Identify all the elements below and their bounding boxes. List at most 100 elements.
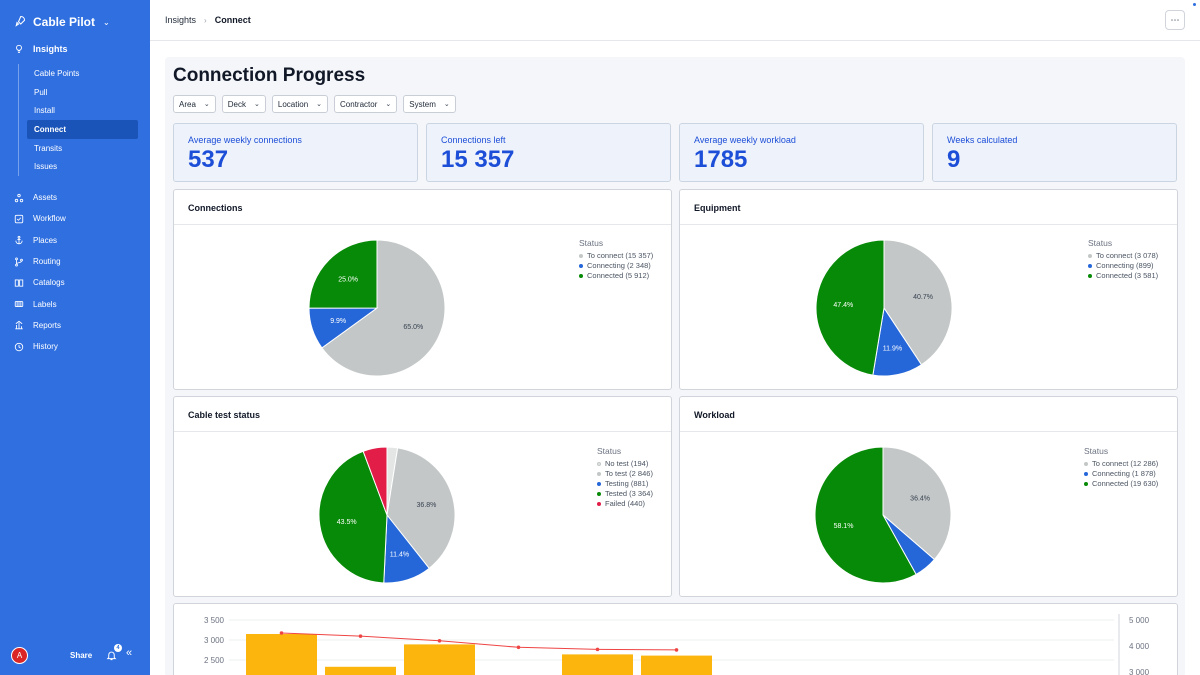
assets-icon	[14, 193, 24, 203]
divider	[680, 431, 1177, 432]
legend-item[interactable]: Tested (3 364)	[597, 489, 653, 499]
nav-catalogs[interactable]: Catalogs	[14, 272, 66, 293]
connections-pie-chart: 65.0% 9.9% 25.0%	[308, 239, 446, 377]
kpi-label: Average weekly connections	[188, 135, 302, 145]
notifications-button[interactable]: 4	[106, 644, 122, 666]
workload-panel: Workload 36.4% 58.1% Status To connect (12…	[679, 396, 1178, 597]
subnav-pull[interactable]: Pull	[34, 87, 48, 97]
breadcrumb-parent[interactable]: Insights	[165, 15, 197, 25]
subnav-install[interactable]: Install	[34, 106, 55, 116]
cable-test-panel: Cable test status 36.8% 11.4% 43.5% Status…	[173, 396, 672, 597]
kpi-value: 1785	[694, 146, 748, 173]
nav-reports[interactable]: Reports	[14, 315, 66, 336]
subnav-connect[interactable]: Connect	[27, 120, 138, 139]
legend-item[interactable]: To connect (15 357)	[579, 251, 653, 261]
pie-slice-connected[interactable]	[308, 239, 378, 309]
filter-system[interactable]: System ⌄	[403, 95, 456, 113]
legend-item[interactable]: Connecting (899)	[1088, 261, 1158, 271]
legend-swatch	[597, 462, 601, 466]
bar[interactable]	[562, 654, 633, 675]
top-bar: Insights › Connect ⋯	[150, 0, 1200, 41]
nav-history[interactable]: History	[14, 336, 66, 357]
line-point[interactable]	[595, 647, 600, 652]
weekly-progress-chart: 3 500 3 000 2 500 5 000 4 000 3 000	[204, 614, 1150, 675]
workload-legend: Status To connect (12 286) Connecting (1 8…	[1084, 446, 1158, 489]
breadcrumb-current: Connect	[214, 15, 251, 25]
avatar[interactable]: A	[11, 647, 28, 664]
legend-item[interactable]: Connected (3 581)	[1088, 271, 1158, 281]
legend-item[interactable]: Connecting (1 878)	[1084, 469, 1158, 479]
nav-history-label: History	[33, 342, 58, 352]
nav-places[interactable]: Places	[14, 230, 66, 251]
sidebar-footer: A Share 4 «	[0, 640, 150, 670]
legend-label: To connect (3 078)	[1096, 251, 1159, 260]
nav-catalogs-label: Catalogs	[33, 278, 65, 288]
labels-icon	[14, 299, 24, 309]
subnav-cable-points[interactable]: Cable Points	[34, 68, 80, 78]
legend-label: Connected (5 912)	[587, 271, 650, 280]
collapse-sidebar-icon[interactable]: «	[126, 647, 133, 659]
pie-data-label: 25.0%	[338, 277, 358, 284]
legend-swatch	[579, 274, 583, 278]
status-dot	[1193, 3, 1196, 6]
line-point[interactable]	[516, 645, 521, 650]
app-name: Cable Pilot	[33, 15, 96, 29]
bar[interactable]	[641, 655, 712, 675]
equipment-pie-chart: 40.7% 11.9% 47.4%	[815, 239, 953, 377]
line-point[interactable]	[437, 639, 442, 643]
subnav-transits[interactable]: Transits	[34, 143, 63, 153]
nav-assets[interactable]: Assets	[14, 187, 66, 208]
pie-slice-failed[interactable]	[362, 446, 388, 516]
legend-title: Status	[597, 446, 622, 456]
bell-icon	[106, 648, 117, 665]
line-point[interactable]	[674, 648, 679, 652]
filter-deck[interactable]: Deck ⌄	[221, 95, 266, 113]
legend-item[interactable]: To test (2 846)	[597, 469, 653, 479]
filter-location[interactable]: Location ⌄	[271, 95, 329, 113]
pie-slice-connected[interactable]	[815, 239, 885, 376]
filter-bar: Area ⌄ Deck ⌄ Location ⌄ Contractor ⌄ System…	[173, 95, 456, 113]
pie-slice-to-connect[interactable]	[321, 239, 446, 377]
legend-item[interactable]: Testing (881)	[597, 479, 653, 489]
kpi-value: 15 357	[441, 146, 515, 173]
breadcrumb-separator-icon: ›	[204, 15, 207, 25]
kpi-label: Connections left	[441, 135, 506, 145]
legend-item[interactable]: Failed (440)	[597, 499, 653, 509]
legend-title: Status	[579, 238, 604, 248]
legend-item[interactable]: To connect (12 286)	[1084, 459, 1158, 469]
nav-insights[interactable]: Insights	[14, 44, 68, 54]
weekly-progress-panel: 3 500 3 000 2 500 5 000 4 000 3 000	[173, 603, 1178, 675]
pie-slice-to-connect[interactable]	[882, 446, 952, 561]
more-options-button[interactable]: ⋯	[1165, 10, 1185, 30]
legend-swatch	[579, 264, 583, 268]
subnav-issues[interactable]: Issues	[34, 162, 58, 172]
kpi-value: 537	[188, 146, 229, 173]
pie-slice-to-test[interactable]	[386, 447, 456, 570]
filter-area[interactable]: Area ⌄	[173, 95, 216, 113]
share-button[interactable]: Share	[70, 651, 93, 660]
bar[interactable]	[246, 634, 317, 675]
line-point[interactable]	[358, 634, 363, 638]
legend-item[interactable]: Connected (19 630)	[1084, 479, 1158, 489]
legend-item[interactable]: Connected (5 912)	[579, 271, 653, 281]
legend-item[interactable]: No test (194)	[597, 459, 653, 469]
bar[interactable]	[404, 644, 475, 675]
pie-data-label: 40.7%	[913, 294, 933, 301]
catalog-icon	[14, 278, 24, 288]
nav-labels[interactable]: Labels	[14, 293, 66, 314]
nav-routing[interactable]: Routing	[14, 251, 66, 272]
workflow-icon	[14, 214, 24, 224]
pie-slice-connected[interactable]	[814, 446, 917, 584]
filter-contractor[interactable]: Contractor ⌄	[334, 95, 398, 113]
legend-item[interactable]: Connecting (2 348)	[579, 261, 653, 271]
nav-workflow[interactable]: Workflow	[14, 208, 66, 229]
line-point[interactable]	[279, 631, 284, 635]
nav-workflow-label: Workflow	[33, 214, 66, 224]
pie-data-label: 36.4%	[910, 496, 930, 503]
pie-slice-tested[interactable]	[318, 450, 388, 584]
insights-subnav: Cable Points Pull Install Connect Transi…	[18, 64, 140, 177]
bar[interactable]	[325, 666, 396, 675]
legend-title: Status	[1088, 238, 1113, 248]
app-switcher[interactable]: Cable Pilot ⌄	[14, 13, 110, 31]
legend-item[interactable]: To connect (3 078)	[1088, 251, 1158, 261]
